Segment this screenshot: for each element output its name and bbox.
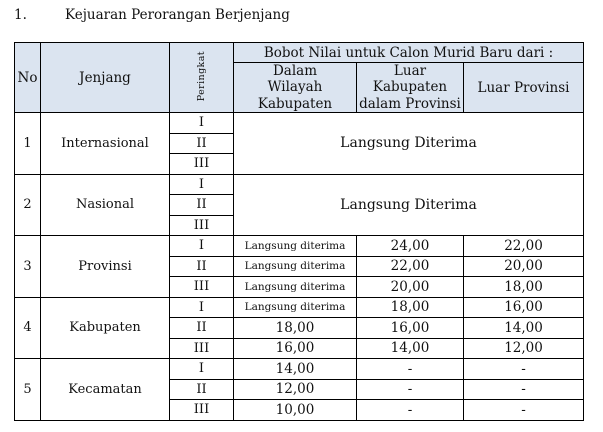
cell-langsung-diterima: Langsung Diterima <box>232 173 585 237</box>
list-number: 1. <box>14 7 27 23</box>
cell-value: - <box>356 378 464 401</box>
cell-peringkat: I <box>169 235 234 257</box>
cell-value: 10,00 <box>233 399 357 421</box>
cell-no: 4 <box>14 296 41 360</box>
cell-value: 20,00 <box>356 276 464 298</box>
table-row: 2 Nasional I Langsung Diterima <box>14 173 585 237</box>
table-row: 4 Kabupaten I Langsung diterima 18,00 16… <box>14 296 585 360</box>
table-row: 1 Internasional I Langsung Diterima <box>14 112 585 175</box>
table-row: II <box>15 194 584 216</box>
cell-value: 12,00 <box>233 378 357 401</box>
header-peringkat-vertical-label: Peringkat <box>195 50 207 101</box>
cell-value: 20,00 <box>462 255 585 278</box>
header-bobot-group: Bobot Nilai untuk Calon Murid Baru dari … <box>232 42 585 63</box>
cell-peringkat: III <box>169 214 234 237</box>
table-row: II 18,00 16,00 14,00 <box>15 317 585 339</box>
cell-value: 22,00 <box>462 235 585 257</box>
table-header-row-2: Dalam Wilayah Kabupaten Luar Kabupaten d… <box>15 61 585 114</box>
section-title: Kejuaran Perorangan Berjenjang <box>65 7 290 23</box>
header-luar-kabupaten-dalam-provinsi: Luar Kabupaten dalam Provinsi <box>356 61 464 114</box>
cell-jenjang: Kecamatan <box>40 358 170 421</box>
cell-value: - <box>356 358 464 380</box>
table-header-row-1: No Jenjang Peringkat Bobot Nilai untuk C… <box>14 41 585 114</box>
table-row: 5 Kecamatan I 14,00 - - <box>14 358 585 421</box>
cell-value: 14,00 <box>462 317 585 339</box>
header-line: Dalam <box>272 63 318 79</box>
header-line: dalam Provinsi <box>359 95 461 112</box>
cell-value: 18,00 <box>233 317 357 339</box>
cell-peringkat: I <box>169 358 234 380</box>
header-line: Kabupaten <box>257 95 333 112</box>
cell-jenjang: Internasional <box>40 112 170 175</box>
cell-value: - <box>462 399 585 421</box>
cell-value: 18,00 <box>356 296 464 319</box>
cell-value: 16,00 <box>462 296 585 319</box>
cell-value: 24,00 <box>356 235 464 257</box>
cell-jenjang: Kabupaten <box>40 296 170 360</box>
cell-no: 5 <box>14 358 41 421</box>
cell-no: 2 <box>14 173 41 237</box>
cell-peringkat: III <box>169 276 234 298</box>
cell-value: - <box>462 378 585 401</box>
cell-peringkat: II <box>169 132 234 155</box>
bobot-nilai-table: No Jenjang Peringkat Bobot Nilai untuk C… <box>14 41 585 421</box>
cell-value: 16,00 <box>356 317 464 339</box>
header-peringkat-cell: Peringkat <box>169 41 234 114</box>
header-line: Kabupaten <box>372 79 448 96</box>
cell-peringkat: II <box>169 378 234 401</box>
cell-value: 16,00 <box>233 337 357 360</box>
cell-value: - <box>356 399 464 421</box>
cell-value: Langsung diterima <box>233 235 357 257</box>
cell-value: 14,00 <box>356 337 464 360</box>
cell-peringkat: III <box>169 399 234 421</box>
cell-jenjang: Provinsi <box>40 235 170 298</box>
table-row: 3 Provinsi I Langsung diterima 24,00 22,… <box>14 235 585 298</box>
cell-value: - <box>462 358 585 380</box>
cell-value: 14,00 <box>233 358 357 380</box>
table-row: III Langsung diterima 20,00 18,00 <box>15 276 585 298</box>
cell-peringkat: II <box>169 317 234 339</box>
cell-langsung-diterima: Langsung Diterima <box>232 112 585 175</box>
header-line: Wilayah <box>267 79 323 96</box>
header-luar-provinsi: Luar Provinsi <box>462 61 585 114</box>
cell-peringkat: I <box>169 296 234 319</box>
cell-peringkat: II <box>169 194 234 216</box>
table-row: III 16,00 14,00 12,00 <box>15 337 585 360</box>
cell-no: 3 <box>14 235 41 298</box>
header-no: No <box>14 41 41 114</box>
table-row: III 10,00 - - <box>15 399 585 421</box>
header-dalam-wilayah-kabupaten: Dalam Wilayah Kabupaten <box>233 61 357 114</box>
cell-no: 1 <box>14 112 41 175</box>
section-heading: 1. Kejuaran Perorangan Berjenjang <box>14 7 290 23</box>
cell-value: 22,00 <box>356 255 464 278</box>
cell-peringkat: III <box>169 153 234 175</box>
cell-peringkat: I <box>169 173 234 196</box>
cell-peringkat: I <box>169 112 234 134</box>
header-jenjang: Jenjang <box>40 41 170 114</box>
cell-value: 18,00 <box>462 276 585 298</box>
cell-jenjang: Nasional <box>40 173 170 237</box>
cell-value: 12,00 <box>462 337 585 360</box>
cell-value: Langsung diterima <box>233 296 357 319</box>
header-line: Luar <box>393 63 427 79</box>
cell-value: Langsung diterima <box>233 255 357 278</box>
cell-peringkat: II <box>169 255 234 278</box>
cell-peringkat: III <box>169 337 234 360</box>
cell-value: Langsung diterima <box>233 276 357 298</box>
